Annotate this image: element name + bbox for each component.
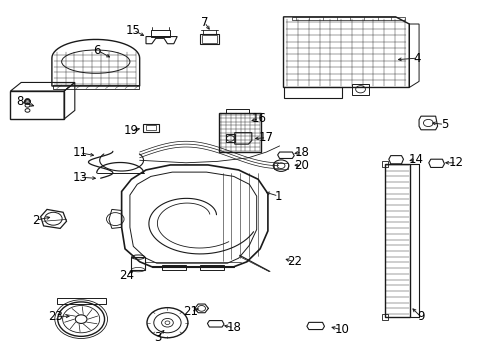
Text: 2: 2 xyxy=(32,214,40,227)
Bar xyxy=(219,113,260,152)
Text: 9: 9 xyxy=(416,310,424,324)
Text: 13: 13 xyxy=(72,171,87,184)
Text: 23: 23 xyxy=(48,310,62,323)
Text: 22: 22 xyxy=(286,255,301,268)
Bar xyxy=(384,163,409,317)
Text: 18: 18 xyxy=(294,145,309,158)
Text: 10: 10 xyxy=(334,323,349,336)
Text: 15: 15 xyxy=(125,24,141,37)
Text: 20: 20 xyxy=(294,159,309,172)
Text: 5: 5 xyxy=(440,118,447,131)
Text: 14: 14 xyxy=(408,153,423,166)
Text: 24: 24 xyxy=(119,269,134,282)
Text: 17: 17 xyxy=(259,131,273,144)
Bar xyxy=(145,125,156,130)
Text: 19: 19 xyxy=(123,124,139,137)
Text: 8: 8 xyxy=(17,95,24,108)
Text: 11: 11 xyxy=(72,146,87,159)
Text: 12: 12 xyxy=(448,156,463,169)
Text: 3: 3 xyxy=(154,330,161,343)
Text: 1: 1 xyxy=(274,190,282,203)
Bar xyxy=(143,124,158,132)
Text: 4: 4 xyxy=(413,51,421,64)
Text: 21: 21 xyxy=(183,306,198,319)
Text: 6: 6 xyxy=(93,44,101,57)
Text: 7: 7 xyxy=(201,16,208,29)
Text: 18: 18 xyxy=(226,321,241,334)
Text: 16: 16 xyxy=(251,112,266,125)
